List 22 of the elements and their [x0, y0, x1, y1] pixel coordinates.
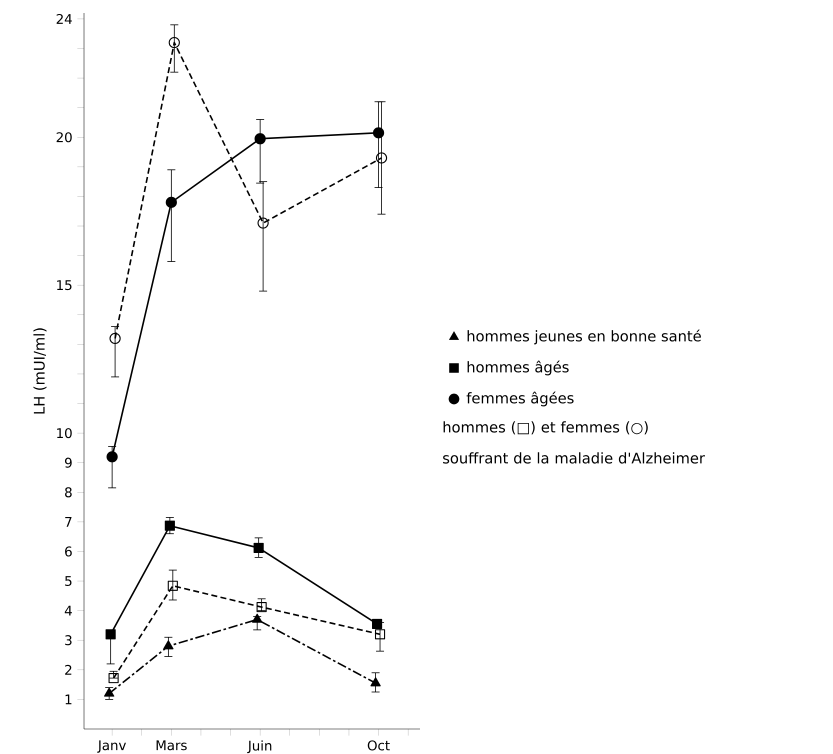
x-tick-label: Janv: [97, 740, 126, 753]
y-tick-label: 20: [56, 132, 72, 142]
legend-label: femmes âgées: [466, 392, 574, 406]
x-tick-label: Mars: [156, 740, 187, 750]
y-tick-label: 7: [65, 517, 72, 527]
y-tick-label: 3: [65, 635, 72, 646]
text: hommes (□) et femmes (○) souffrant de la maladie d'Alzheimer: [443, 421, 705, 464]
legend-label: hommes jeunes en bonne santé: [468, 330, 701, 344]
y-tick-label: 2: [65, 664, 72, 675]
x-tick-label: Juin: [247, 740, 272, 754]
x-tick-label: Oct: [368, 740, 390, 750]
y-tick-label: 9: [64, 458, 72, 468]
y-tick-label: 6: [65, 546, 72, 557]
y-tick-label: 1: [66, 694, 72, 704]
y-tick-label: 5: [65, 576, 72, 586]
y-tick-label: 15: [57, 280, 72, 290]
y-tick-label: 8: [65, 487, 72, 498]
y-tick-label: 4: [64, 606, 72, 616]
y-tick-label: 24: [56, 14, 72, 24]
legend-label: hommes âgés: [468, 360, 569, 376]
y-tick-label: 10: [57, 428, 72, 438]
y-axis-title: LH (mUI/ml): [33, 328, 46, 414]
